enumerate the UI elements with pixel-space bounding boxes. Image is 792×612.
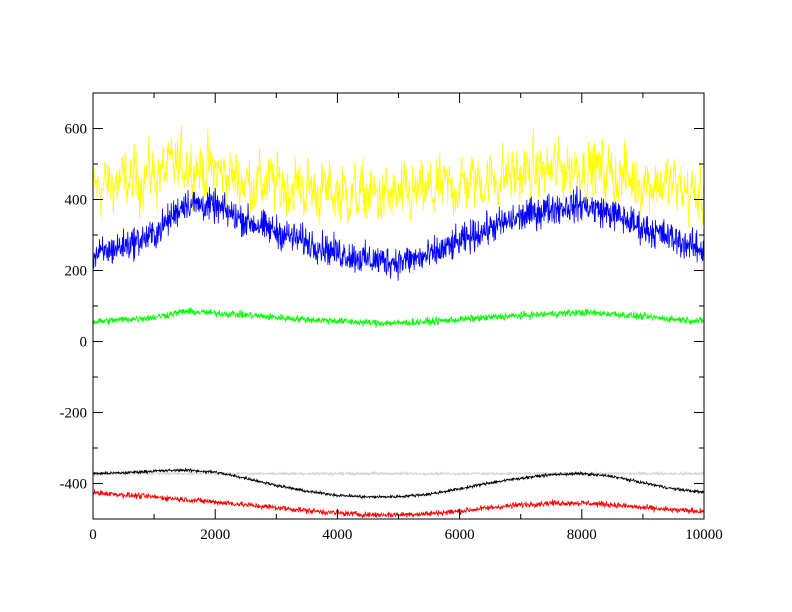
series-line-5 xyxy=(92,467,705,500)
series-line-1 xyxy=(92,125,705,228)
y-tick-label: 0 xyxy=(80,335,88,351)
axes-ticks xyxy=(92,92,705,519)
y-tick-label: 600 xyxy=(65,122,88,138)
x-tick-label: 8000 xyxy=(567,527,597,543)
y-tick-label: -400 xyxy=(60,477,88,493)
tick-labels: 0 2000 4000 6000 8000 10000 -400 -200 0 200 400 600 xyxy=(60,122,723,544)
series-line-2 xyxy=(92,186,705,281)
y-tick-label: 400 xyxy=(65,193,88,209)
y-tick-label: -200 xyxy=(60,406,88,422)
x-tick-label: 2000 xyxy=(200,527,230,543)
y-tick-label: 200 xyxy=(65,264,88,280)
x-tick-label: 10000 xyxy=(685,527,723,543)
series-line-4 xyxy=(92,470,705,477)
x-tick-label: 6000 xyxy=(445,527,475,543)
x-tick-label: 0 xyxy=(89,527,97,543)
x-tick-label: 4000 xyxy=(322,527,352,543)
series-line-3 xyxy=(92,307,705,329)
plot-frame xyxy=(92,92,705,520)
